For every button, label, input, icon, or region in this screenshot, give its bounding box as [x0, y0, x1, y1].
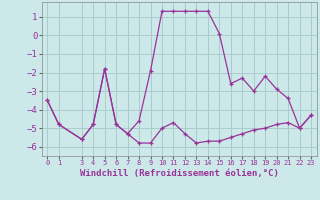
X-axis label: Windchill (Refroidissement éolien,°C): Windchill (Refroidissement éolien,°C)	[80, 169, 279, 178]
